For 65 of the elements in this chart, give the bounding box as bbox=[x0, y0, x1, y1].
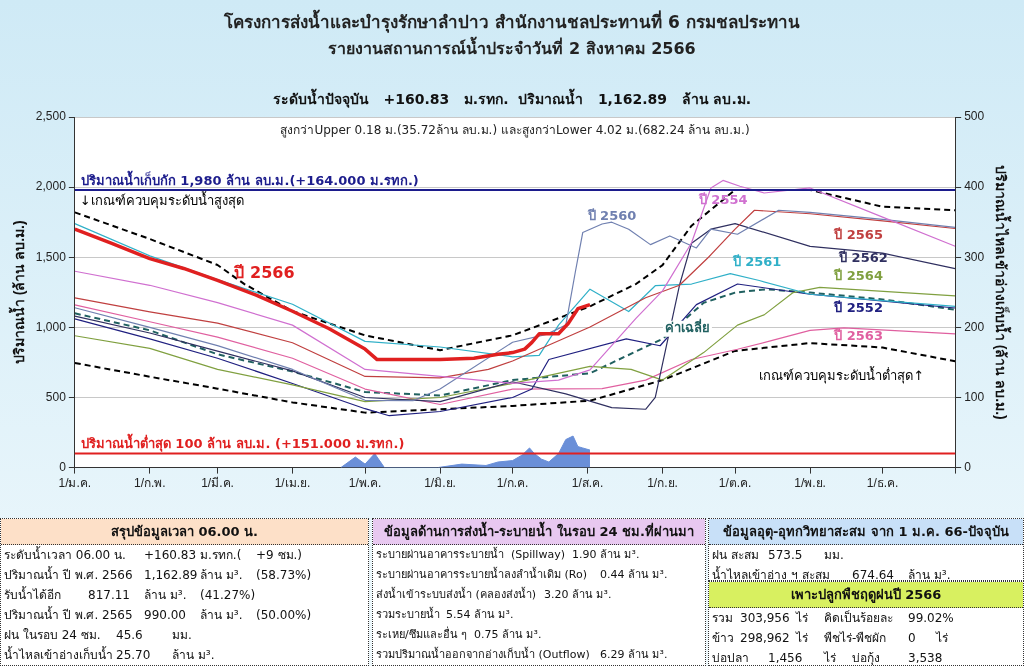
text: รวมระบายน้ำ 5.54 ล้าน ม³. bbox=[375, 606, 515, 623]
text: ระเหย/ซึมและอื่น ๆ 0.75 ล้าน ม³. bbox=[375, 625, 543, 643]
text: ข้าว 298,962 ไร่ พืชไร่-พืชผัก 0 ไร่ bbox=[711, 630, 949, 647]
y-tick-label: 2,500 bbox=[35, 109, 67, 124]
series-label: ↓เกณฑ์ควบคุมระดับน้ำสูงสุด bbox=[79, 191, 244, 210]
x-tick-label: 1/เม.ย. bbox=[274, 476, 311, 491]
chart-title: โครงการส่งน้ำและบำรุงรักษาลำปาว สำนักงานชลประทานที่ 6 กรมชลประทาน bbox=[223, 8, 801, 35]
series-label: ปี 2552 bbox=[833, 299, 883, 315]
series-label: ปี 2566 bbox=[233, 262, 295, 282]
x-tick-label: 1/ก.ค. bbox=[496, 476, 529, 491]
text: ข้อมูลอุตุ-อุทกวิทยาสะสม จาก 1 ม.ค. 66-ปัจจุบัน bbox=[709, 519, 1023, 545]
text: ปริมาณน้ำ ปี พ.ศ. 2566 1,162.89 ล้าน ม³. (58.73%) bbox=[3, 565, 313, 584]
y2-tick-label: 400 bbox=[964, 179, 985, 194]
x-tick-label: 1/มิ.ย. bbox=[424, 476, 456, 491]
x-tick-label: 1/ต.ค. bbox=[718, 476, 752, 491]
chart-subtitle: รายงานสถานการณ์น้ำประจำวันที่ 2 สิงหาคม 2566 bbox=[327, 36, 697, 60]
text: ระบายผ่านอาคารระบายน้ำ (Spillway) 1.90 ล้าน ม³. bbox=[375, 546, 641, 563]
text: น้ำไหลเข้าอ่างเก็บน้ำ 25.70 ล้าน ม³. bbox=[3, 645, 216, 664]
text: สรุปข้อมูลเวลา 06.00 น. bbox=[1, 519, 368, 545]
text: ส่งน้ำเข้าระบบส่งน้ำ (คลองส่งน้ำ) 3.20 ล้าน ม³. bbox=[375, 586, 613, 603]
text: เพาะปลูกพืชฤดูฝนปี 2566 bbox=[709, 582, 1023, 608]
annotation: สูงกว่าUpper 0.18 ม.(35.72ล้าน ลบ.ม.) และสูงกว่าLower 4.02 ม.(682.24 ล้าน ลบ.ม.) bbox=[280, 123, 750, 139]
x-tick-label: 1/มี.ค. bbox=[201, 476, 234, 491]
y2-tick-label: 500 bbox=[964, 109, 985, 124]
text: น้ำไหลเข้าอ่าง ฯ สะสม 674.64 ล้าน ม³. bbox=[711, 565, 952, 582]
y-tick-label: 1,500 bbox=[35, 249, 67, 264]
y2-tick-label: 300 bbox=[964, 249, 985, 264]
text: ระดับน้ำเวลา 06.00 น. +160.83 ม.รทก.( +9 ซม.) bbox=[3, 545, 303, 564]
y-tick-label: 500 bbox=[45, 389, 67, 404]
y2-tick-label: 100 bbox=[964, 389, 985, 404]
y2-tick-label: 0 bbox=[964, 459, 972, 474]
y-axis-title: ปริมาณน้ำ (ล้าน ลบ.ม.) bbox=[8, 220, 28, 365]
series-label: ปี 2554 bbox=[697, 191, 748, 207]
text: รวมปริมาณน้ำออกจากอ่างเก็บน้ำ (Outflow) 6.29 ล้าน ม³. bbox=[375, 646, 669, 663]
y2-tick-label: 200 bbox=[964, 319, 985, 334]
x-tick-label: 1/ธ.ค. bbox=[866, 476, 899, 491]
x-tick-label: 1/ม.ค. bbox=[58, 476, 92, 491]
ref-line-label: ปริมาณน้ำต่ำสุด 100 ล้าน ลบ.ม. (+151.000 ม.รทก.) bbox=[80, 433, 405, 453]
series-label: ปี 2561 bbox=[731, 253, 782, 269]
text: ฝน สะสม 573.5 มม. bbox=[711, 547, 845, 564]
text: ระดับน้ำปัจจุบัน +160.83 ม.รทก. ปริมาณน้ำ 1,162.89 ล้าน ลบ.ม. bbox=[271, 88, 753, 110]
y-tick-label: 0 bbox=[59, 459, 67, 474]
text: ข้อมูลด้านการส่งน้ำ-ระบายน้ำ ในรอบ 24 ชม.ที่ผ่านมา bbox=[373, 519, 705, 545]
x-tick-label: 1/ก.พ. bbox=[133, 476, 166, 491]
y-tick-label: 2,000 bbox=[35, 179, 67, 194]
x-tick-label: 1/ส.ค. bbox=[571, 476, 604, 491]
text: บ่อปลา 1,456 ไร่ บ่อกุ้ง 3,538 bbox=[711, 650, 944, 666]
ref-line-label: ปริมาณน้ำเก็บกัก 1,980 ล้าน ลบ.ม.(+164.000 ม.รทก.) bbox=[80, 169, 419, 188]
series-label: ปี 2564 bbox=[833, 267, 883, 283]
x-tick-label: 1/ก.ย. bbox=[647, 476, 678, 491]
text: ฝน ในรอบ 24 ซม. 45.6 มม. bbox=[3, 627, 193, 644]
series-label: ปี 2565 bbox=[833, 227, 883, 243]
text: ระบายผ่านอาคารระบายน้ำลงลำน้ำเดิม (Ro) 0.44 ล้าน ม³. bbox=[375, 566, 669, 583]
series-label: ปี 2562 bbox=[838, 250, 888, 266]
series-label: เกณฑ์ควบคุมระดับน้ำต่ำสุด↑ bbox=[759, 365, 925, 384]
y-tick-label: 1,000 bbox=[35, 319, 67, 334]
y2-axis-title: ปริมาณน้ำไหลเข้าอ่างเก็บน้ำ (ล้าน ลบ.ม.) bbox=[992, 164, 1012, 420]
text: ปริมาณน้ำ ปี พ.ศ. 2565 990.00 ล้าน ม³. (50.00%) bbox=[3, 605, 313, 624]
text: รวม 303,956 ไร่ คิดเป็นร้อยละ 99.02% bbox=[711, 609, 955, 627]
text: รับน้ำได้อีก 817.11 ล้าน ม³. (41.27%) bbox=[3, 585, 257, 604]
series-label: ค่าเฉลี่ย bbox=[664, 318, 710, 336]
series-label: ปี 2560 bbox=[586, 207, 637, 223]
series-label: ปี 2563 bbox=[833, 327, 883, 343]
x-tick-label: 1/พ.ย. bbox=[794, 476, 826, 491]
x-tick-label: 1/พ.ค. bbox=[348, 476, 382, 491]
